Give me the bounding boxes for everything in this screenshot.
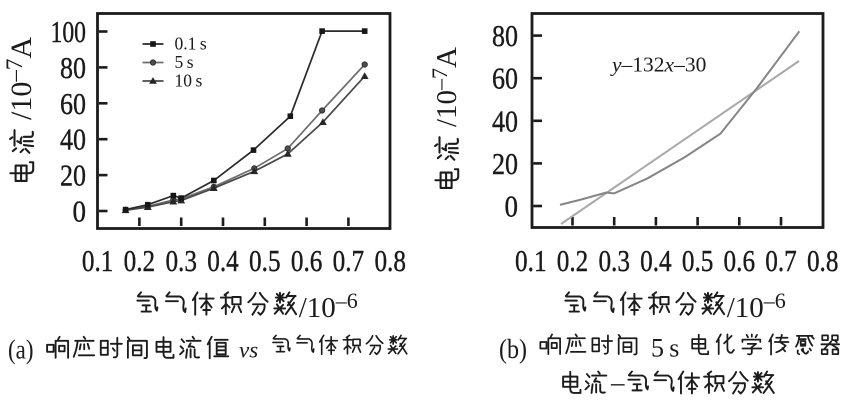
svg-text:0.3: 0.3 — [165, 244, 197, 278]
svg-text:0.7: 0.7 — [333, 244, 365, 278]
svg-text:20: 20 — [60, 159, 86, 193]
svg-text:0.7: 0.7 — [765, 244, 797, 278]
svg-text:(a): (a) — [8, 335, 34, 365]
svg-text:(b): (b) — [499, 334, 527, 364]
svg-text:0.3: 0.3 — [598, 244, 630, 278]
svg-text:100: 100 — [51, 15, 87, 49]
svg-text:0.4: 0.4 — [207, 244, 239, 278]
svg-text:0.4: 0.4 — [640, 244, 672, 278]
svg-text:0.1 s: 0.1 s — [175, 34, 207, 54]
svg-text:–: – — [610, 367, 625, 397]
svg-text:y–132x–30: y–132x–30 — [610, 53, 706, 77]
svg-text:40: 40 — [492, 104, 518, 138]
svg-text:0: 0 — [505, 190, 519, 224]
svg-text:0.1: 0.1 — [515, 244, 547, 278]
svg-text:0.8: 0.8 — [374, 244, 406, 278]
svg-text:20: 20 — [492, 147, 518, 181]
svg-text:0.5: 0.5 — [682, 244, 714, 278]
svg-text:10 s: 10 s — [175, 71, 203, 91]
svg-text:5 s: 5 s — [175, 52, 194, 72]
svg-text:80: 80 — [492, 19, 518, 53]
svg-text:0.5: 0.5 — [249, 244, 281, 278]
svg-text:/10–6: /10–6 — [299, 288, 358, 324]
svg-text:0.8: 0.8 — [807, 244, 839, 278]
svg-text:60: 60 — [492, 62, 518, 96]
svg-text:0: 0 — [73, 195, 87, 229]
svg-text:0.6: 0.6 — [291, 244, 323, 278]
svg-text:0.6: 0.6 — [724, 244, 756, 278]
svg-text:0.2: 0.2 — [557, 244, 589, 278]
svg-text:40: 40 — [60, 123, 86, 157]
svg-text:0.1: 0.1 — [82, 244, 114, 278]
svg-text:80: 80 — [60, 51, 86, 85]
svg-text:vs: vs — [239, 338, 258, 363]
svg-text:0.2: 0.2 — [124, 244, 156, 278]
svg-text:60: 60 — [60, 87, 86, 121]
svg-text:5 s: 5 s — [651, 334, 679, 363]
